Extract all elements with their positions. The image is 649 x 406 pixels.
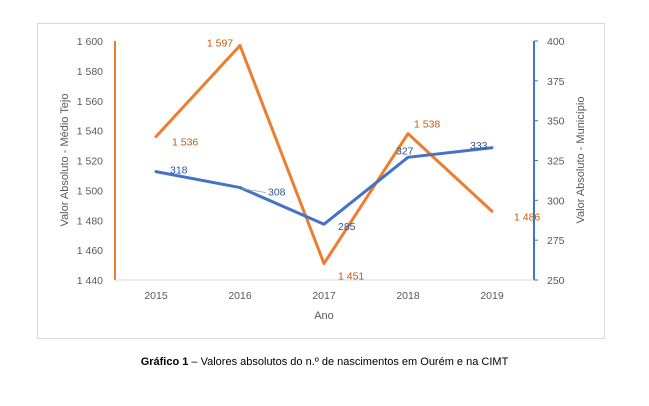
y-axis-right-title: Valor Absoluto - Município bbox=[575, 97, 587, 224]
chart-ticks: 1 440 1 460 1 480 1 500 1 520 1 540 1 560 1 580… bbox=[77, 36, 565, 302]
chart-frame bbox=[37, 23, 605, 339]
y-right-tick-label: 350 bbox=[547, 116, 565, 128]
chart-data-labels: 1 536 1 597 1 451 1 538 1 486 318 308 285 327 333 bbox=[170, 37, 540, 282]
data-label-left: 1 486 bbox=[514, 211, 540, 223]
data-label-right: 333 bbox=[470, 140, 488, 152]
y-left-tick-label: 1 520 bbox=[77, 156, 103, 168]
series-line-right bbox=[154, 146, 494, 226]
figure-caption: Gráfico 1 – Valores absolutos do n.º de … bbox=[0, 356, 649, 368]
x-axis-title: Ano bbox=[314, 310, 334, 322]
data-label-right: 285 bbox=[338, 221, 356, 233]
series-line-left bbox=[154, 43, 494, 266]
y-left-tick-label: 1 500 bbox=[77, 185, 103, 197]
y-left-tick-label: 1 560 bbox=[77, 96, 103, 108]
y-right-tick-label: 300 bbox=[547, 195, 565, 207]
y-axis-left-title: Valor Absoluto - Médio Tejo bbox=[59, 94, 71, 227]
y-right-tick-label: 250 bbox=[547, 275, 565, 287]
caption-text: – Valores absolutos do n.º de nascimento… bbox=[188, 356, 509, 368]
data-label-right: 308 bbox=[268, 187, 286, 199]
y-left-tick-label: 1 580 bbox=[77, 66, 103, 78]
chart-lines bbox=[154, 43, 494, 266]
label-leader-line bbox=[241, 188, 267, 193]
y-right-tick-label: 275 bbox=[547, 235, 565, 247]
data-label-left: 1 451 bbox=[338, 271, 364, 283]
y-left-tick-label: 1 600 bbox=[77, 36, 103, 48]
y-left-tick-label: 1 460 bbox=[77, 245, 103, 257]
data-label-right: 327 bbox=[396, 145, 414, 157]
y-left-tick-label: 1 480 bbox=[77, 215, 103, 227]
data-label-left: 1 597 bbox=[207, 37, 233, 49]
data-label-right: 318 bbox=[170, 165, 188, 177]
x-tick-label: 2017 bbox=[312, 290, 336, 302]
x-tick-label: 2015 bbox=[144, 290, 168, 302]
caption-number: Gráfico 1 bbox=[140, 356, 189, 368]
data-label-left: 1 536 bbox=[172, 137, 198, 149]
x-tick-label: 2019 bbox=[480, 290, 504, 302]
x-tick-label: 2016 bbox=[228, 290, 252, 302]
x-tick-label: 2018 bbox=[396, 290, 420, 302]
y-right-tick-label: 325 bbox=[547, 156, 565, 168]
y-right-tick-label: 375 bbox=[547, 76, 565, 88]
y-left-tick-label: 1 540 bbox=[77, 126, 103, 138]
chart-axes bbox=[114, 41, 535, 281]
y-left-tick-label: 1 440 bbox=[77, 275, 103, 287]
data-label-left: 1 538 bbox=[414, 119, 440, 131]
y-right-tick-label: 400 bbox=[547, 36, 565, 48]
